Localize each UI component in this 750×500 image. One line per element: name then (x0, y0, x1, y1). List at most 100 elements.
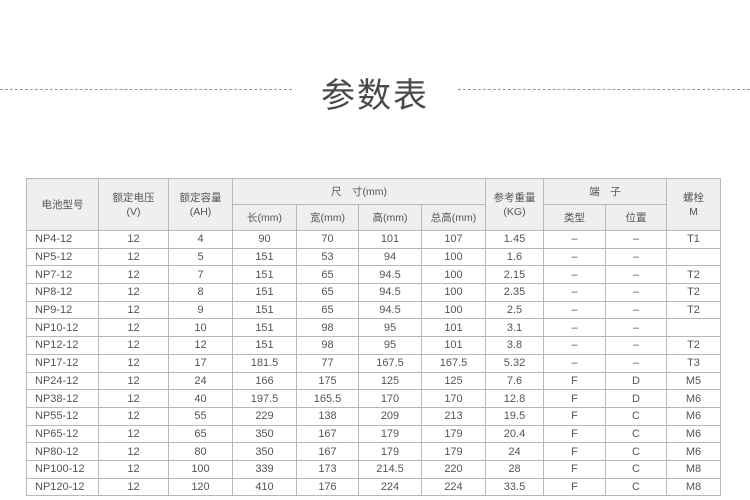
cell-terminal-type: F (543, 442, 606, 461)
cell-weight: 2.5 (485, 300, 544, 320)
divider-left (0, 89, 292, 90)
cell-weight: 3.8 (485, 336, 544, 355)
cell-capacity: 10 (168, 318, 233, 338)
cell-model: NP24-12 (26, 371, 99, 391)
cell-bolt (666, 318, 721, 338)
cell-height: 214.5 (358, 459, 422, 479)
cell-height: 101 (358, 230, 422, 249)
cell-model: NP8-12 (26, 283, 99, 302)
cell-capacity: 9 (168, 300, 233, 320)
cell-capacity: 12 (168, 336, 233, 355)
cell-bolt: T2 (666, 336, 721, 355)
cell-capacity: 65 (168, 424, 233, 444)
header-voltage: 额定电压 (V) (98, 178, 169, 231)
table-row: NP5-12 12 5 151 53 94 100 1.6– – (26, 247, 721, 267)
cell-weight: 1.6 (485, 247, 544, 267)
cell-model: NP120-12 (26, 477, 99, 497)
table-row: NP55-12 12 55 229 138 209 213 19.5 F C M6 (26, 406, 721, 426)
cell-terminal-type: F (543, 477, 606, 497)
cell-capacity: 55 (168, 406, 233, 426)
cell-height: 170 (358, 389, 422, 408)
cell-model: NP10-12 (26, 318, 99, 338)
cell-model: NP17-12 (26, 353, 99, 373)
cell-weight: 2.35 (485, 283, 544, 302)
cell-terminal-position: – (605, 230, 667, 249)
cell-voltage: 12 (98, 442, 169, 461)
cell-terminal-type: – (543, 247, 606, 267)
cell-model: NP38-12 (26, 389, 99, 408)
cell-terminal-type: – (543, 300, 606, 320)
cell-model: NP100-12 (26, 459, 99, 479)
table-row: NP120-12 12 120 410 176 224 224 33.5 F C M8 (26, 477, 721, 497)
cell-terminal-type: – (543, 353, 606, 373)
cell-total-height: 213 (421, 406, 486, 426)
cell-length: 339 (232, 459, 297, 479)
cell-height: 94.5 (358, 300, 422, 320)
cell-voltage: 12 (98, 353, 169, 373)
cell-model: NP65-12 (26, 424, 99, 444)
cell-voltage: 12 (98, 247, 169, 267)
cell-voltage: 12 (98, 459, 169, 479)
cell-weight: 2.15 (485, 265, 544, 285)
cell-width: 167 (296, 424, 359, 444)
cell-voltage: 12 (98, 283, 169, 302)
cell-weight: 19.5 (485, 406, 544, 426)
cell-capacity: 120 (168, 477, 233, 497)
cell-total-height: 100 (421, 283, 486, 302)
cell-length: 151 (232, 247, 297, 267)
cell-width: 138 (296, 406, 359, 426)
cell-total-height: 179 (421, 424, 486, 444)
cell-model: NP55-12 (26, 406, 99, 426)
cell-total-height: 220 (421, 459, 486, 479)
cell-length: 350 (232, 424, 297, 444)
cell-capacity: 40 (168, 389, 233, 408)
cell-height: 179 (358, 442, 422, 461)
cell-weight: 1.45 (485, 230, 544, 249)
table-row: NP100-12 12 100 339 173 214.5 220 28 F C M8 (26, 459, 721, 479)
cell-model: NP9-12 (26, 300, 99, 320)
table-row: NP9-12 12 9 151 65 94.5 100 2.5– – T2 (26, 300, 721, 320)
table-row: NP4-12 12 4 90 70 101 107 1.45– – T1 (26, 230, 721, 249)
cell-terminal-type: F (543, 459, 606, 479)
cell-length: 350 (232, 442, 297, 461)
cell-weight: 28 (485, 459, 544, 479)
cell-terminal-position: – (605, 336, 667, 355)
table-row: NP10-12 12 10 151 98 95 101 3.1– – (26, 318, 721, 338)
cell-bolt: T2 (666, 265, 721, 285)
cell-length: 181.5 (232, 353, 297, 373)
header-total-height: 总高(mm) (421, 204, 486, 231)
cell-voltage: 12 (98, 230, 169, 249)
cell-bolt: M8 (666, 459, 721, 479)
cell-length: 229 (232, 406, 297, 426)
cell-bolt: T3 (666, 353, 721, 373)
table-row: NP65-12 12 65 350 167 179 179 20.4 F C M6 (26, 424, 721, 444)
cell-total-height: 107 (421, 230, 486, 249)
cell-total-height: 179 (421, 442, 486, 461)
cell-bolt: M6 (666, 389, 721, 408)
cell-bolt: T1 (666, 230, 721, 249)
cell-terminal-position: C (605, 406, 667, 426)
cell-capacity: 7 (168, 265, 233, 285)
cell-terminal-type: – (543, 265, 606, 285)
cell-height: 167.5 (358, 353, 422, 373)
table-row: NP12-12 12 12 151 98 95 101 3.8– – T2 (26, 336, 721, 355)
cell-terminal-type: – (543, 318, 606, 338)
cell-total-height: 100 (421, 247, 486, 267)
cell-total-height: 101 (421, 336, 486, 355)
cell-total-height: 125 (421, 371, 486, 391)
cell-weight: 5.32 (485, 353, 544, 373)
cell-width: 167 (296, 442, 359, 461)
cell-weight: 33.5 (485, 477, 544, 497)
cell-model: NP12-12 (26, 336, 99, 355)
cell-length: 151 (232, 336, 297, 355)
cell-voltage: 12 (98, 300, 169, 320)
cell-terminal-type: F (543, 371, 606, 391)
cell-weight: 24 (485, 442, 544, 461)
cell-bolt: M6 (666, 442, 721, 461)
cell-height: 224 (358, 477, 422, 497)
cell-length: 151 (232, 283, 297, 302)
cell-terminal-position: – (605, 353, 667, 373)
cell-capacity: 8 (168, 283, 233, 302)
header-size: 尺 寸(mm) (232, 178, 486, 205)
table-row: NP17-12 12 17 181.5 77 167.5 167.5 5.32– – T3 (26, 353, 721, 373)
